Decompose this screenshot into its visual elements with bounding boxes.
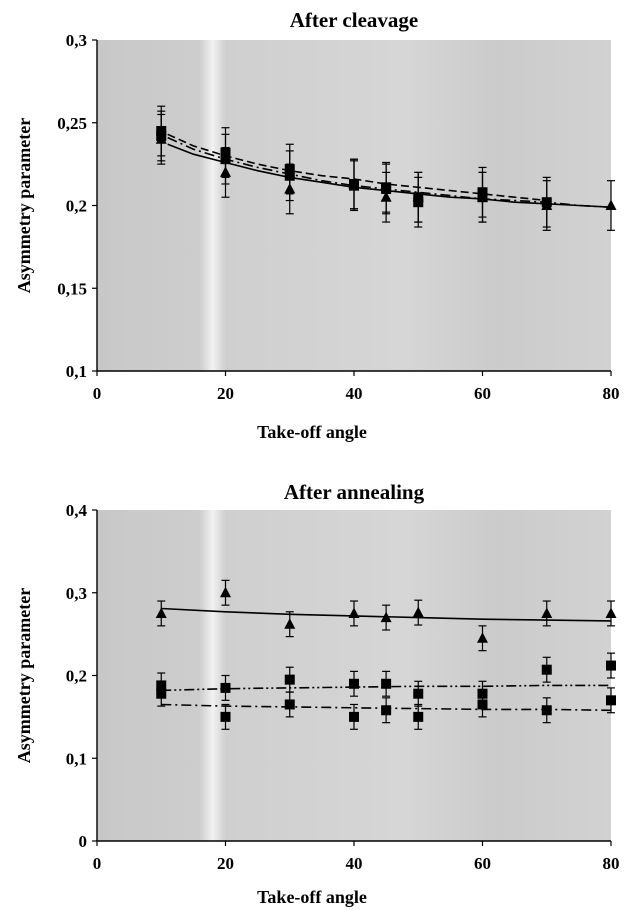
chart-title: After cleavage bbox=[290, 8, 418, 32]
data-point bbox=[413, 711, 424, 722]
data-point bbox=[541, 705, 552, 716]
data-point bbox=[477, 699, 488, 710]
data-point bbox=[541, 607, 553, 618]
y-tick-label: 0,15 bbox=[57, 279, 87, 298]
data-point bbox=[220, 682, 231, 693]
chart-title: After annealing bbox=[284, 480, 425, 504]
y-tick-label: 0,3 bbox=[66, 31, 87, 50]
fit-line bbox=[161, 684, 611, 692]
x-tick-label: 40 bbox=[346, 854, 363, 873]
data-point bbox=[381, 705, 392, 716]
x-axis-title: Take-off angle bbox=[257, 887, 367, 907]
data-point bbox=[381, 183, 392, 194]
y-tick-label: 0,1 bbox=[66, 749, 87, 768]
data-point bbox=[220, 586, 231, 598]
data-point bbox=[349, 678, 359, 689]
data-point bbox=[284, 674, 295, 685]
data-point bbox=[541, 664, 552, 675]
data-point bbox=[348, 607, 360, 618]
x-tick-label: 60 bbox=[474, 384, 491, 403]
data-point bbox=[155, 607, 167, 618]
y-tick-label: 0,4 bbox=[66, 501, 88, 520]
y-tick-label: 0 bbox=[79, 832, 88, 851]
x-tick-label: 80 bbox=[603, 854, 620, 873]
data-point bbox=[380, 611, 392, 623]
data-point bbox=[220, 711, 231, 722]
x-axis-title: Take-off angle bbox=[257, 422, 367, 442]
x-tick-label: 60 bbox=[474, 854, 491, 873]
data-point bbox=[220, 154, 231, 165]
y-axis-title: Asymmetry parameter bbox=[14, 118, 34, 293]
data-point bbox=[413, 192, 424, 203]
data-point bbox=[284, 699, 295, 710]
y-tick-label: 0,1 bbox=[66, 362, 87, 381]
data-point bbox=[412, 606, 424, 618]
y-tick-label: 0,25 bbox=[57, 114, 87, 133]
x-tick-label: 0 bbox=[93, 854, 102, 873]
series-2 bbox=[156, 652, 616, 707]
data-point bbox=[349, 711, 359, 722]
data-point bbox=[349, 180, 359, 191]
data-point bbox=[156, 688, 167, 699]
x-tick-label: 40 bbox=[346, 384, 363, 403]
data-point bbox=[606, 660, 616, 671]
data-point bbox=[381, 678, 392, 689]
y-tick-label: 0,2 bbox=[66, 667, 87, 686]
chart-panel-1: After cleavage 0,1 0,15 0,2 0,25 0,3 0 20 40 60 80… bbox=[14, 8, 620, 442]
y-tick-label: 0,2 bbox=[66, 197, 87, 216]
series-3 bbox=[156, 110, 612, 223]
x-tick-label: 20 bbox=[217, 854, 234, 873]
y-axis-title: Asymmetry parameter bbox=[14, 588, 34, 763]
x-tick-label: 0 bbox=[93, 384, 102, 403]
data-point bbox=[605, 607, 617, 618]
data-point bbox=[284, 170, 295, 181]
data-point bbox=[477, 632, 488, 643]
x-tick-label: 20 bbox=[217, 384, 234, 403]
data-point bbox=[284, 618, 296, 629]
series-1 bbox=[155, 579, 617, 652]
data-point bbox=[477, 192, 488, 203]
x-tick-label: 80 bbox=[603, 384, 620, 403]
y-tick-label: 0,3 bbox=[66, 584, 87, 603]
data-point bbox=[413, 688, 424, 699]
data-point bbox=[606, 695, 616, 706]
series-3 bbox=[156, 680, 616, 730]
chart-panel-2: After annealing 0 0,1 0,2 0,3 0,4 0 20 40 60 80 Tak… bbox=[14, 480, 620, 907]
data-point bbox=[156, 130, 167, 141]
